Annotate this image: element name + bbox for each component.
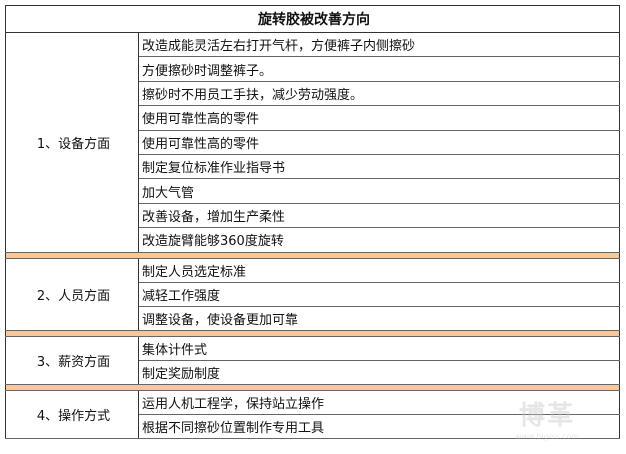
item-cell: 加大气管 bbox=[138, 178, 620, 204]
category-cell: 3、薪资方面 bbox=[5, 335, 139, 385]
table-row: 减轻工作强度 bbox=[6, 281, 620, 307]
category-cell: 2、人员方面 bbox=[5, 257, 139, 331]
item-cell: 集体计件式 bbox=[138, 335, 620, 361]
table-row: 改造旋臂能够360度旋转 bbox=[6, 227, 620, 253]
item-cell: 减轻工作强度 bbox=[138, 281, 620, 307]
item-cell: 制定复位标准作业指导书 bbox=[138, 153, 620, 180]
table-row: 根据不同擦砂位置制作专用工具 bbox=[6, 413, 620, 439]
item-cell: 制定人员选定标准 bbox=[138, 257, 620, 283]
improvement-table: 旋转胶被改善方向 1、设备方面 改造成能灵活左右打开气杆，方便裤子内侧擦砂 方便擦砂… bbox=[5, 5, 620, 439]
item-cell: 制定奖励制度 bbox=[138, 359, 620, 385]
item-cell: 改造旋臂能够360度旋转 bbox=[138, 227, 620, 253]
table-row: 改善设备，增加生产柔性 bbox=[6, 202, 620, 229]
item-cell: 根据不同擦砂位置制作专用工具 bbox=[138, 413, 620, 439]
table-title: 旋转胶被改善方向 bbox=[5, 5, 620, 33]
table-row: 1、设备方面 改造成能灵活左右打开气杆，方便裤子内侧擦砂 bbox=[5, 31, 620, 253]
item-cell: 使用可靠性高的零件 bbox=[138, 129, 620, 155]
item-cell: 调整设备，使设备更加可靠 bbox=[138, 305, 620, 331]
item-cell: 运用人机工程学，保持站立操作 bbox=[138, 389, 620, 415]
table-row: 4、操作方式 运用人机工程学，保持站立操作 bbox=[5, 389, 620, 439]
item-cell: 擦砂时不用员工手扶，减少劳动强度。 bbox=[138, 80, 620, 107]
item-cell: 使用可靠性高的零件 bbox=[138, 105, 620, 131]
table-row: 方便擦砂时调整裤子。 bbox=[6, 56, 620, 82]
category-cell: 1、设备方面 bbox=[5, 32, 139, 253]
table-row: 调整设备，使设备更加可靠 bbox=[6, 305, 620, 331]
table-row: 3、薪资方面 集体计件式 bbox=[5, 335, 620, 385]
category-cell: 4、操作方式 bbox=[5, 389, 139, 439]
table-row: 2、人员方面 制定人员选定标准 bbox=[5, 257, 620, 331]
item-cell: 方便擦砂时调整裤子。 bbox=[138, 56, 620, 82]
table-row: 使用可靠性高的零件 bbox=[6, 129, 620, 155]
item-cell: 改善设备，增加生产柔性 bbox=[138, 202, 620, 229]
table-row: 擦砂时不用员工手扶，减少劳动强度。 bbox=[6, 80, 620, 107]
item-cell: 改造成能灵活左右打开气杆，方便裤子内侧擦砂 bbox=[138, 31, 620, 58]
